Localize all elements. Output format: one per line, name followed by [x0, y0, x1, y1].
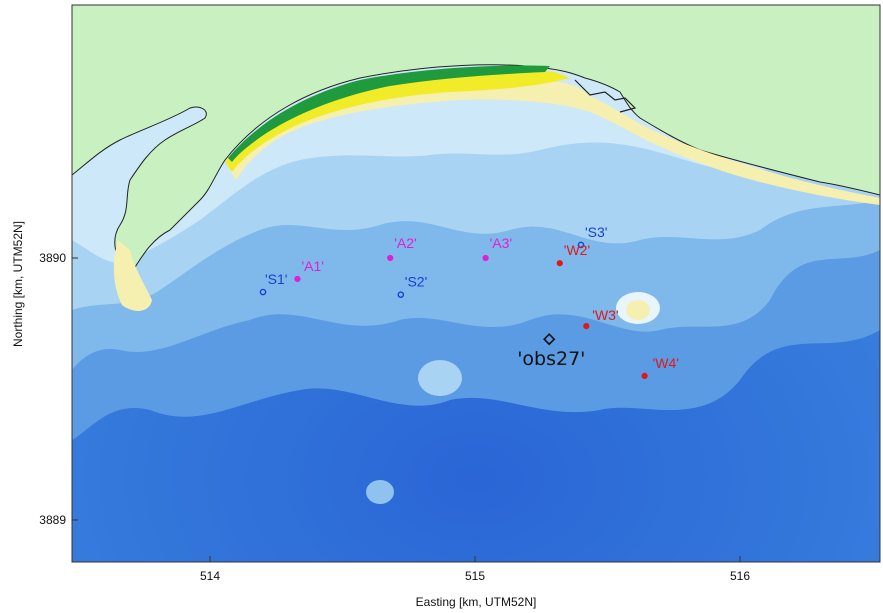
station-a2-marker	[387, 254, 394, 262]
y-tick-label-3889: 3889	[39, 513, 66, 527]
x-tick-label-516: 516	[730, 569, 750, 583]
plot-frame	[71, 4, 881, 563]
station-s1-marker	[259, 288, 267, 296]
y-ticks	[72, 257, 78, 521]
shoal-patch-2	[418, 360, 462, 396]
station-w2-label: 'W2'	[564, 242, 590, 258]
station-w3-marker	[583, 323, 590, 330]
beach-sand	[230, 77, 880, 205]
station-a3-marker	[482, 254, 489, 262]
station-a1-marker	[294, 275, 301, 283]
y-axis-title: Northing [km, UTM52N]	[11, 221, 25, 347]
y-tick-label-3890: 3890	[39, 251, 66, 265]
station-a2-label: 'A2'	[394, 235, 416, 251]
map-content	[72, 5, 880, 562]
station-w2-marker	[556, 260, 563, 267]
x-ticks	[209, 556, 741, 562]
stations: 'S1' 'S2' 'S3' 'A1' 'A2' 'A3' 'W2' 'W3' 'W4' 'obs…	[259, 224, 679, 380]
station-w3-label: 'W3'	[592, 307, 618, 323]
harbor-structure	[574, 79, 637, 113]
x-axis-title: Easting [km, UTM52N]	[416, 595, 537, 609]
station-w4-marker	[641, 372, 648, 380]
station-w4-label: 'W4'	[653, 355, 679, 371]
station-s2-label: 'S2'	[405, 274, 427, 290]
beach-sand-west	[113, 240, 152, 312]
shoal-sand	[626, 300, 650, 320]
dune-yellow	[225, 68, 570, 172]
shoal-patch-3	[366, 480, 394, 504]
land-mass	[72, 5, 880, 276]
station-s2-marker	[397, 291, 405, 298]
x-tick-label-515: 515	[465, 569, 485, 583]
x-tick-label-514: 514	[200, 569, 220, 583]
station-s3-marker	[577, 241, 585, 249]
station-s3-label: 'S3'	[585, 224, 607, 240]
station-obs27-marker	[543, 333, 556, 346]
dune-green	[228, 65, 550, 162]
station-obs27-label: 'obs27'	[517, 348, 585, 370]
station-s1-label: 'S1'	[265, 271, 287, 287]
station-a3-label: 'A3'	[490, 235, 512, 251]
station-a1-label: 'A1'	[301, 258, 323, 274]
